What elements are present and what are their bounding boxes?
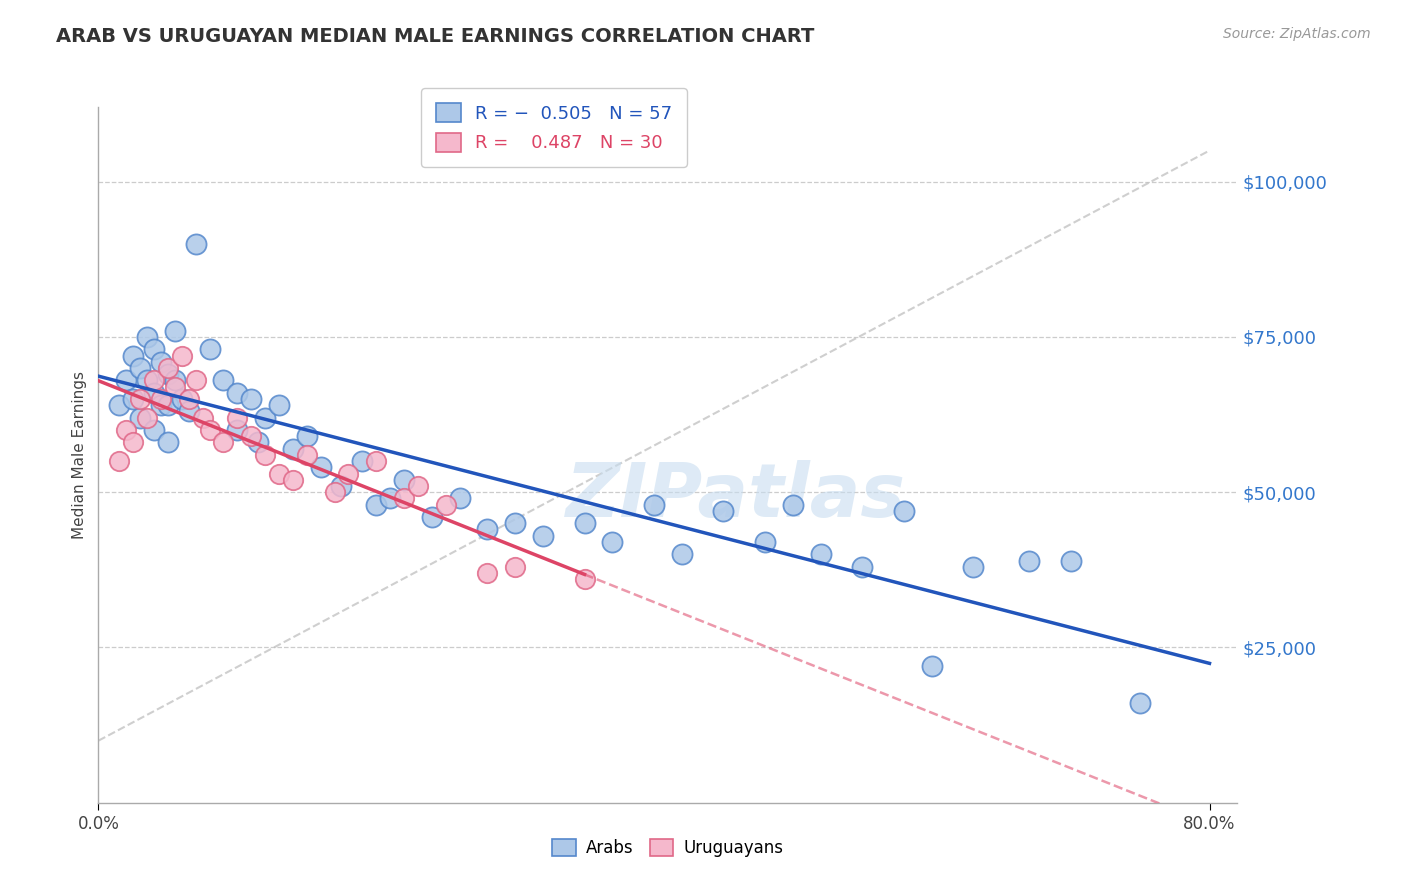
Point [921, 659, 943, 673]
Point [156, 398, 179, 412]
Point [434, 498, 457, 512]
Point [782, 498, 804, 512]
Point [531, 529, 554, 543]
Point [247, 435, 270, 450]
Point [1129, 697, 1152, 711]
Point [129, 392, 152, 406]
Point [392, 473, 415, 487]
Point [240, 392, 263, 406]
Point [149, 398, 172, 412]
Point [170, 392, 193, 406]
Point [574, 516, 596, 531]
Point [323, 485, 346, 500]
Point [378, 491, 401, 506]
Legend: Arabs, Uruguayans: Arabs, Uruguayans [546, 832, 790, 864]
Point [149, 355, 172, 369]
Point [254, 448, 277, 462]
Point [129, 360, 152, 375]
Point [366, 454, 388, 468]
Point [295, 429, 318, 443]
Point [671, 547, 693, 561]
Point [267, 398, 290, 412]
Point [108, 398, 131, 412]
Point [198, 343, 221, 357]
Point [184, 373, 207, 387]
Point [1059, 553, 1081, 567]
Point [352, 454, 374, 468]
Point [392, 491, 415, 506]
Point [212, 435, 235, 450]
Point [281, 473, 304, 487]
Point [281, 442, 304, 456]
Point [184, 236, 207, 251]
Point [129, 410, 152, 425]
Point [366, 498, 388, 512]
Point [337, 467, 360, 481]
Point [191, 410, 214, 425]
Point [713, 504, 735, 518]
Point [108, 454, 131, 468]
Text: ZIPatlas: ZIPatlas [567, 460, 907, 533]
Point [143, 373, 166, 387]
Point [406, 479, 429, 493]
Point [754, 534, 776, 549]
Point [122, 349, 145, 363]
Point [115, 423, 138, 437]
Point [170, 349, 193, 363]
Point [226, 385, 249, 400]
Point [143, 423, 166, 437]
Point [477, 566, 499, 580]
Point [177, 392, 200, 406]
Point [163, 379, 186, 393]
Point [136, 373, 159, 387]
Text: Source: ZipAtlas.com: Source: ZipAtlas.com [1223, 27, 1371, 41]
Point [149, 392, 172, 406]
Point [267, 467, 290, 481]
Point [254, 410, 277, 425]
Point [143, 385, 166, 400]
Point [163, 324, 186, 338]
Point [163, 373, 186, 387]
Point [893, 504, 915, 518]
Point [1018, 553, 1040, 567]
Y-axis label: Median Male Earnings: Median Male Earnings [72, 371, 87, 539]
Point [503, 559, 526, 574]
Point [143, 343, 166, 357]
Point [156, 367, 179, 381]
Point [226, 410, 249, 425]
Point [156, 360, 179, 375]
Point [240, 429, 263, 443]
Point [212, 373, 235, 387]
Point [574, 572, 596, 586]
Point [136, 330, 159, 344]
Point [449, 491, 471, 506]
Point [122, 392, 145, 406]
Point [177, 404, 200, 418]
Point [295, 448, 318, 462]
Text: ARAB VS URUGUAYAN MEDIAN MALE EARNINGS CORRELATION CHART: ARAB VS URUGUAYAN MEDIAN MALE EARNINGS C… [56, 27, 814, 45]
Point [643, 498, 665, 512]
Point [810, 547, 832, 561]
Point [600, 534, 623, 549]
Point [136, 410, 159, 425]
Point [420, 510, 443, 524]
Point [198, 423, 221, 437]
Point [156, 435, 179, 450]
Point [477, 523, 499, 537]
Point [503, 516, 526, 531]
Point [122, 435, 145, 450]
Point [962, 559, 984, 574]
Point [309, 460, 332, 475]
Point [330, 479, 353, 493]
Point [851, 559, 873, 574]
Point [226, 423, 249, 437]
Point [115, 373, 138, 387]
